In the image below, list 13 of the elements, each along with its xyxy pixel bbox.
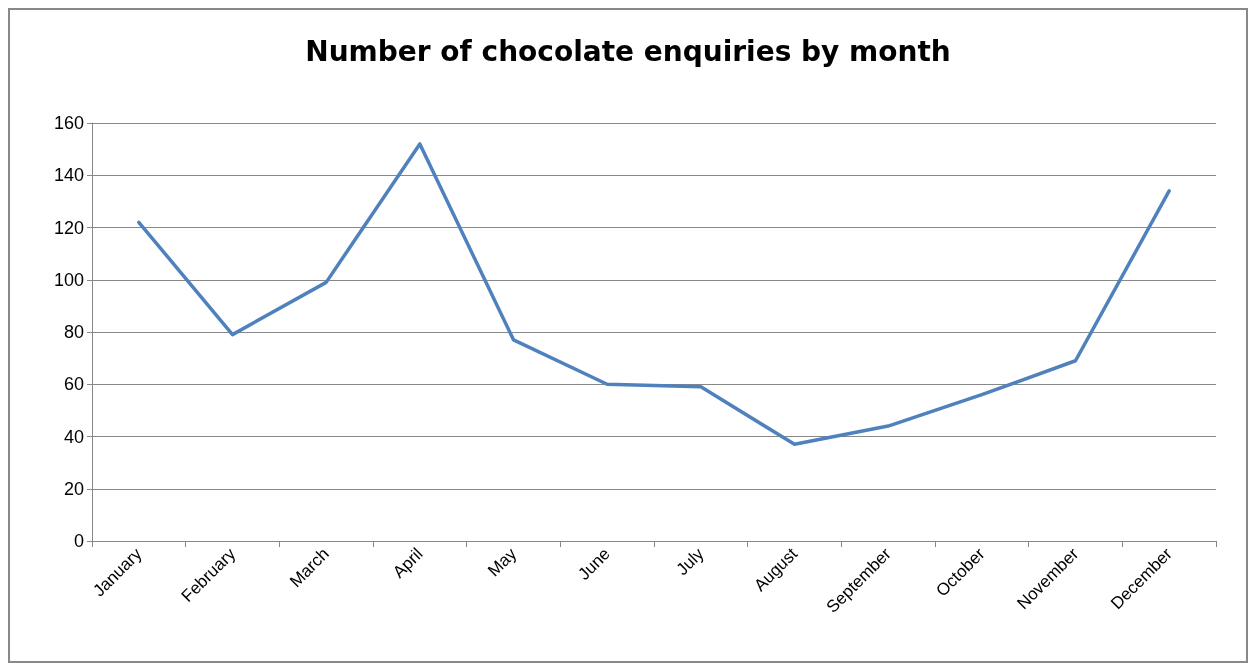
y-tick-label: 140: [53, 165, 84, 186]
x-tick-label: May: [484, 543, 521, 581]
y-tick-label: 20: [63, 478, 84, 499]
y-tick-label: 0: [73, 531, 84, 551]
y-tick-label: 160: [53, 113, 84, 133]
x-tick-label: July: [672, 543, 708, 580]
line-series: [137, 142, 1171, 447]
y-tick-label: 80: [63, 322, 84, 342]
y-tick-label: 60: [63, 374, 84, 395]
y-tick-label: 100: [53, 269, 84, 290]
chart-title: Number of chocolate enquiries by month: [305, 34, 951, 68]
y-tick-label: 120: [53, 217, 84, 238]
y-tick-label: 40: [63, 426, 84, 447]
